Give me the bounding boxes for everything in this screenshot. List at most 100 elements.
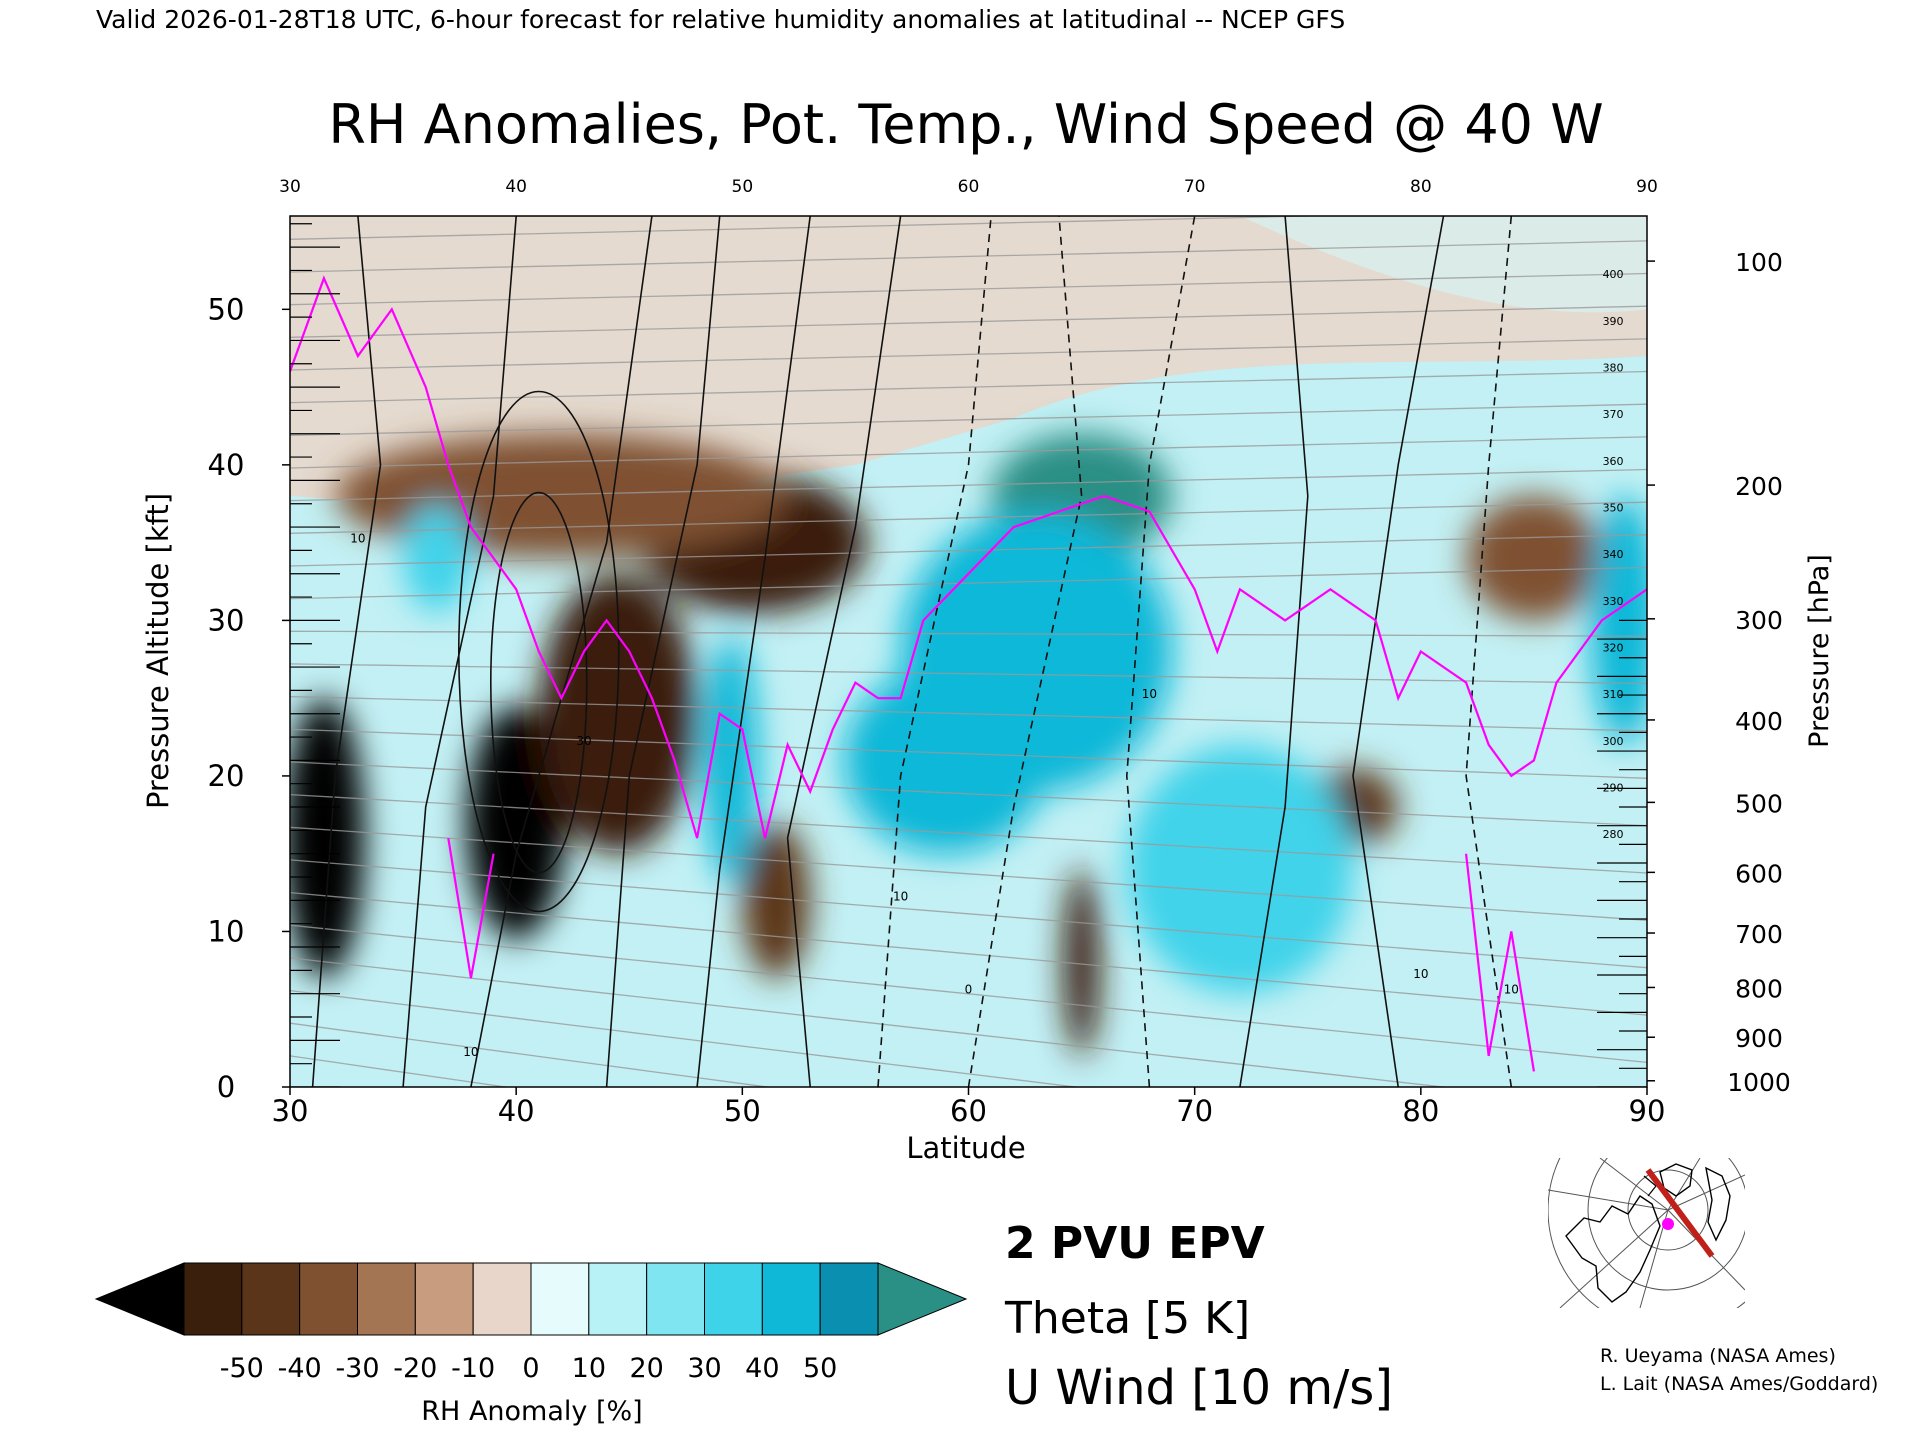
colorbar-cell xyxy=(183,1262,243,1336)
colorbar-cell xyxy=(241,1262,301,1336)
colorbar-cell xyxy=(588,1262,648,1336)
x-top-tick-label: 70 xyxy=(1184,177,1206,197)
theta-contour xyxy=(290,924,1647,1064)
map-lat-circle xyxy=(1587,1158,1745,1291)
theta-contour xyxy=(290,240,1647,273)
x-top-tick-label: 60 xyxy=(958,177,980,197)
x-axis: 30 40 50 60 70 80 90 xyxy=(272,1087,1665,1128)
map-lat-circle xyxy=(1627,1169,1709,1251)
y-axis-label: Pressure Altitude [kft] xyxy=(141,493,175,809)
colorbar-tick-label: 20 xyxy=(629,1353,663,1384)
theta-contour xyxy=(290,728,1647,779)
colorbar-cell xyxy=(646,1262,706,1336)
y-tick-label: 30 xyxy=(208,603,245,637)
u-wind-jet-loop xyxy=(457,390,620,913)
u-wind-label: 10 xyxy=(1504,983,1519,997)
pressure-tick-label: 100 xyxy=(1735,248,1783,277)
u-wind-contour xyxy=(1239,216,1309,1087)
theta-contour xyxy=(290,468,1647,502)
u-wind-contour xyxy=(967,216,1083,1087)
y-tick-label: 20 xyxy=(208,759,245,793)
epv-2pvu-line-lower xyxy=(447,837,495,979)
map-meridian xyxy=(1667,1174,1745,1211)
u-wind-label: 10 xyxy=(1142,687,1157,701)
x-tick-label: 30 xyxy=(272,1094,309,1128)
x-axis-top: 30 40 50 60 70 80 90 xyxy=(279,177,1658,197)
theta-label: 370 xyxy=(1603,408,1624,421)
colorbar-cell xyxy=(357,1262,416,1336)
x-tick-label: 50 xyxy=(724,1094,761,1128)
colorbar-tick-label: 10 xyxy=(572,1353,606,1384)
theta-contour xyxy=(290,305,1647,338)
colorbar-cell xyxy=(530,1262,590,1336)
y-tick-label: 50 xyxy=(208,292,245,326)
x-top-tick-label: 90 xyxy=(1636,177,1658,197)
u-wind-contour xyxy=(1125,216,1196,1087)
u-wind-contour xyxy=(402,216,517,1087)
theta-label: 390 xyxy=(1603,315,1624,328)
legend: 2 PVU EPV Theta [5 K] U Wind [10 m/s] xyxy=(1004,1218,1393,1416)
epv-2pvu-line xyxy=(290,275,1647,839)
anomaly-blob xyxy=(1126,744,1353,994)
u-wind-label: 10 xyxy=(893,889,908,903)
theta-label: 280 xyxy=(1603,828,1624,841)
theta-contour xyxy=(290,436,1647,469)
colorbar-tick-label: -50 xyxy=(220,1353,264,1384)
theta-contour xyxy=(290,403,1647,436)
credit-2: L. Lait (NASA Ames/Goddard) xyxy=(1600,1373,1878,1395)
colorbar-cell xyxy=(704,1262,763,1336)
u-wind-label: 0 xyxy=(965,983,973,997)
colorbar-arrow-low xyxy=(94,1262,185,1336)
colorbar-cell xyxy=(299,1262,358,1336)
map-cross-section-track xyxy=(1645,1168,1715,1258)
theta-contour xyxy=(290,695,1647,732)
theta-contour xyxy=(290,891,1647,1016)
x-top-tick-label: 80 xyxy=(1410,177,1432,197)
y-axis: 0 10 20 30 40 50 xyxy=(208,292,290,1104)
colorbar-arrow-high xyxy=(877,1262,968,1336)
map-meridian xyxy=(1559,1209,1669,1308)
theta-contour xyxy=(290,663,1647,685)
anomaly-blob xyxy=(1466,495,1602,621)
colorbar-label: RH Anomaly [%] xyxy=(421,1396,642,1427)
colorbar: -50 -40 -30 -20 -10 0 10 20 30 40 50 xyxy=(94,1262,968,1384)
x-tick-label: 80 xyxy=(1402,1094,1439,1128)
anomaly-blob xyxy=(466,705,566,940)
theta-contour xyxy=(290,1022,773,1087)
pressure-tick-label: 700 xyxy=(1735,920,1783,949)
theta-label: 320 xyxy=(1603,642,1624,655)
x-axis-label: Latitude xyxy=(906,1131,1025,1165)
legend-entry: U Wind [10 m/s] xyxy=(1005,1360,1393,1416)
theta-label: 400 xyxy=(1603,268,1624,281)
colorbar-tick-label: 30 xyxy=(687,1353,721,1384)
colorbar-tick-label: -30 xyxy=(335,1353,379,1384)
map-coastline-north-america xyxy=(1565,1195,1661,1303)
u-wind-label: 10 xyxy=(1413,967,1428,981)
epv-2pvu-line-lower xyxy=(1464,853,1536,1072)
theta-label: 310 xyxy=(1603,688,1624,701)
pressure-tick-label: 800 xyxy=(1735,974,1783,1003)
u-wind-contour xyxy=(877,216,992,1087)
theta-contour xyxy=(290,989,1081,1087)
theta-label: 330 xyxy=(1603,595,1624,608)
y-tick-label: 10 xyxy=(208,914,245,948)
theta-contour xyxy=(290,826,1647,921)
pressure-tick-label: 900 xyxy=(1735,1024,1783,1053)
u-wind-contours: 10 30 10 0 10 10 10 10 xyxy=(311,216,1519,1087)
u-wind-contour xyxy=(786,216,902,1087)
theta-contour xyxy=(290,272,1647,306)
map-meridian xyxy=(1599,1158,1669,1211)
colorbar-cell xyxy=(472,1262,532,1336)
pressure-tick-label: 500 xyxy=(1735,789,1783,818)
anomaly-blob xyxy=(1063,869,1100,1056)
credit-1: R. Ueyama (NASA Ames) xyxy=(1600,1345,1836,1367)
anomaly-blob xyxy=(290,698,365,979)
colorbar-tick-label: 0 xyxy=(522,1353,539,1384)
colorbar-cell xyxy=(761,1262,821,1336)
x-top-tick-label: 40 xyxy=(505,177,527,197)
theta-contour xyxy=(290,859,1647,969)
y-tick-label: 0 xyxy=(217,1070,235,1104)
map-meridian xyxy=(1548,1189,1669,1211)
colorbar-tick-label: -20 xyxy=(393,1353,437,1384)
